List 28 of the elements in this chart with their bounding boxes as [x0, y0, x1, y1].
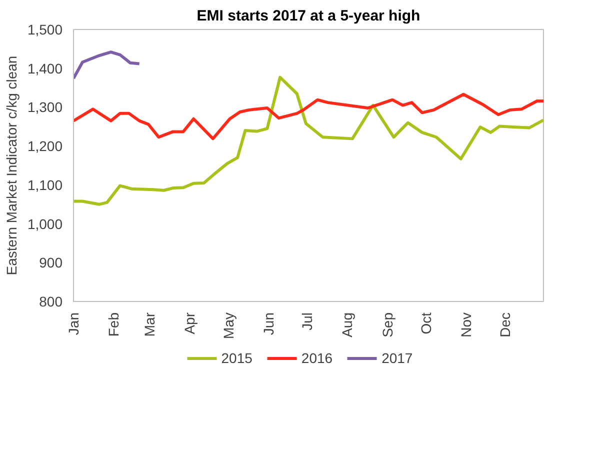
legend-label: 2015 — [221, 350, 252, 366]
line-series — [74, 76, 544, 206]
y-tick-label: 900 — [39, 254, 63, 271]
legend-label: 2016 — [301, 350, 333, 366]
y-tick-label: 800 — [39, 294, 63, 310]
line-series — [74, 92, 544, 140]
x-tick-label: Oct — [418, 312, 434, 334]
x-tick-label: Feb — [106, 312, 122, 337]
x-tick-label: Jan — [66, 312, 82, 336]
y-axis-title: Eastern Market Indicator c/kg clean — [3, 56, 20, 276]
y-tick-label: 1,100 — [27, 176, 63, 193]
x-tick-label: Dec — [496, 312, 513, 338]
x-tick-label: Mar — [142, 312, 158, 337]
y-tick-label: 1,500 — [27, 22, 63, 38]
y-tick-label: 1,000 — [27, 216, 63, 232]
legend-label: 2017 — [382, 350, 413, 366]
line-series — [74, 50, 141, 80]
x-tick-label: Jul — [299, 312, 316, 330]
y-tick-label: 1,300 — [27, 99, 63, 116]
x-tick-label: Jun — [260, 312, 276, 336]
y-tick-label: 1,200 — [27, 138, 63, 154]
x-tick-label: Aug — [339, 312, 356, 338]
x-tick-label: May — [220, 312, 236, 339]
y-tick-label: 1,400 — [27, 60, 63, 76]
x-tick-label: Apr — [182, 312, 198, 334]
chart-title: EMI starts 2017 at a 5-year high — [196, 8, 420, 24]
x-tick-label: Sep — [379, 312, 396, 338]
x-tick-label: Nov — [458, 312, 474, 338]
